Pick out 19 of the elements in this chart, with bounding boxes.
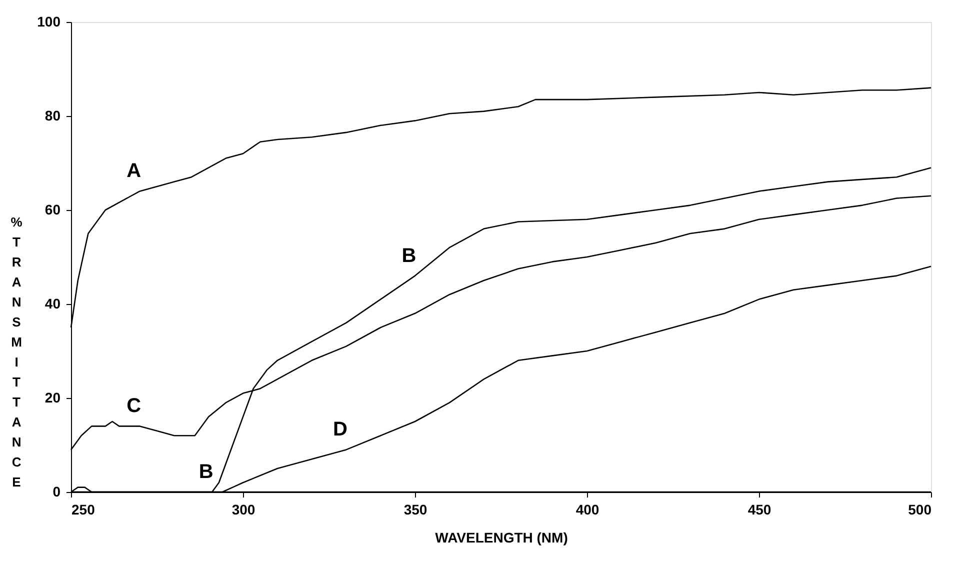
y-tick-label: 80	[44, 108, 61, 124]
y-tick-label: 60	[44, 202, 61, 218]
y-tick-label: 100	[37, 14, 61, 30]
annotation: A	[126, 160, 142, 182]
annotation: C	[126, 395, 142, 418]
annotation: D	[332, 418, 348, 441]
text: % TRANSMITTANCE	[10, 214, 22, 490]
x-tick-label: 350	[404, 502, 428, 518]
x-tick-label: 400	[576, 502, 600, 518]
x-axis-title: WAVELENGTH (NM)	[435, 530, 568, 546]
x-tick-label: 450	[748, 502, 772, 518]
y-tick-label: 0	[52, 484, 61, 500]
annotation: B	[402, 244, 416, 267]
x-tick-label: 500	[908, 502, 932, 518]
x-tick-label: 300	[232, 502, 256, 518]
annotation: B	[198, 461, 214, 483]
y-tick-label: 20	[44, 390, 61, 406]
y-tick-label: 40	[44, 296, 61, 312]
x-tick-label: 250	[72, 502, 96, 518]
